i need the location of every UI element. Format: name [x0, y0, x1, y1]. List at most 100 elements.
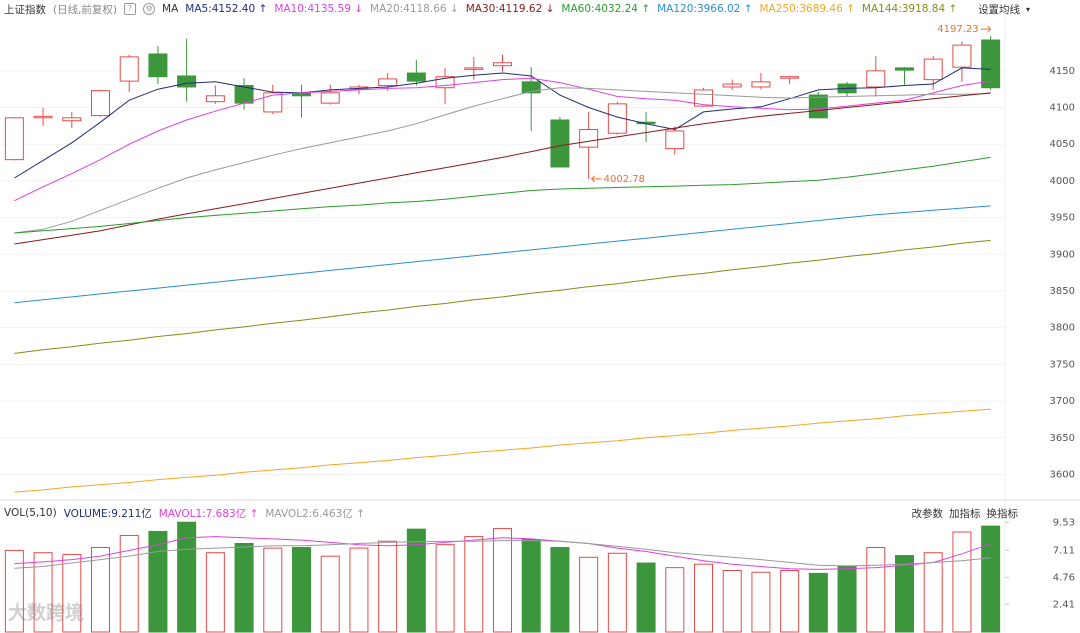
volume-bar [148, 530, 168, 633]
candle-body [148, 53, 168, 78]
volume-bar [636, 562, 656, 633]
legend-entry: MA30:4119.62 ↓ [465, 3, 555, 15]
candle-body [177, 75, 197, 88]
max-arrow [980, 25, 992, 33]
candle-body [62, 117, 82, 122]
indicator-name: MA [162, 3, 179, 15]
volume-bar [722, 570, 742, 633]
volume-bar [320, 555, 340, 633]
y-tick-label: 4100 [1050, 103, 1075, 114]
candle-body [119, 56, 139, 82]
watermark: 大数跨境 [8, 602, 85, 624]
volume-bar [751, 571, 771, 633]
volume-bar [837, 565, 857, 633]
volume-header: VOL(5,10) VOLUME:9.211亿 MAVOL1:7.683亿 ↑ MA… [4, 505, 365, 521]
y-tick-label: 4000 [1050, 176, 1075, 187]
dropdown-caret: ▾ [1025, 4, 1030, 14]
volume-bar [349, 547, 369, 633]
ma-line [14, 87, 991, 234]
candle-body [521, 81, 541, 94]
help-icon[interactable]: ? [124, 3, 137, 15]
candle-body [780, 76, 800, 79]
y-tick-label: 9.53 [1053, 517, 1075, 528]
indicator-button[interactable]: 改参数 [911, 507, 944, 520]
candle-body [607, 103, 627, 134]
candle-body [406, 72, 426, 82]
candle-body [981, 39, 1001, 89]
candle-body [722, 83, 742, 88]
ma-line [14, 205, 991, 304]
candle-body [866, 70, 886, 88]
volume-bar [4, 549, 24, 633]
min-arrow [590, 175, 602, 183]
volume-bar [263, 547, 283, 633]
max-label: 4197.23 [937, 24, 978, 35]
volume-bar [435, 544, 455, 633]
volume-bar [464, 536, 484, 633]
ma-settings[interactable]: 设置均线 ▾ [978, 1, 1030, 17]
y-tick-label: 3600 [1050, 469, 1075, 480]
volume-bar [33, 552, 53, 633]
ma-settings-label[interactable]: 设置均线 [977, 3, 1020, 16]
volume-buttons: 改参数 加指标 换指标 [912, 505, 1019, 521]
volume-bar [550, 547, 570, 633]
legend-entry: MA144:3918.84 ↑ [861, 3, 958, 15]
candle-body [751, 81, 771, 88]
volume-bar [895, 555, 914, 633]
legend-entry: MAVOL1:7.683亿 ↑ [158, 507, 259, 520]
y-tick-label: 3700 [1050, 396, 1075, 407]
candle-body [4, 117, 24, 161]
volume-bar [521, 538, 541, 633]
legend-entry: MA250:3689.46 ↑ [759, 3, 855, 15]
indicator-button[interactable]: 换指标 [986, 507, 1019, 520]
ma-line [14, 536, 991, 570]
candle-body [263, 92, 283, 113]
candle-body [378, 78, 398, 87]
settings-icon[interactable]: ⚙ [143, 3, 156, 15]
y-tick-label: 4050 [1050, 139, 1075, 150]
y-tick-label: 7.11 [1053, 545, 1075, 556]
candle-body [895, 67, 914, 71]
legend-entry: MAVOL2:6.463亿 ↑ [265, 507, 365, 520]
candle-body [550, 119, 570, 168]
indicator-button[interactable]: 加指标 [949, 507, 981, 520]
volume-bar [234, 543, 254, 633]
ma-line [14, 408, 991, 493]
candle-body [493, 62, 512, 67]
candle-body [320, 92, 340, 104]
volume-bar [378, 540, 398, 633]
y-tick-label: 4.76 [1053, 572, 1075, 583]
volume-bar [866, 547, 886, 633]
candle-body [205, 95, 225, 103]
ma-line [14, 77, 991, 202]
y-tick-label: 4150 [1050, 66, 1075, 77]
volume-bar [923, 552, 943, 633]
ma-line [14, 67, 991, 179]
y-tick-label: 3750 [1050, 359, 1075, 370]
volume-bar [62, 553, 82, 633]
legend-entry: MA10:4135.59 ↓ [274, 3, 364, 15]
volume-bar [607, 552, 627, 633]
volume-bar [406, 528, 426, 633]
y-tick-label: 3800 [1050, 323, 1075, 334]
legend-entry: VOLUME:9.211亿 [63, 507, 152, 520]
volume-bar [205, 552, 225, 633]
candle-body [579, 129, 599, 148]
legend-entry: MA120:3966.02 ↑ [657, 3, 753, 15]
candle-body [464, 67, 484, 70]
candle-body [952, 44, 972, 68]
volume-bar [952, 531, 972, 633]
volume-bar [780, 570, 800, 633]
volume-bar [493, 528, 512, 633]
min-label: 4002.78 [604, 174, 645, 185]
candle-body [435, 76, 455, 89]
legend-entry: MA5:4152.40 ↑ [185, 3, 268, 15]
y-tick-label: 3900 [1050, 249, 1075, 260]
ma-line [14, 239, 991, 354]
chart-subtitle: (日线,前复权) [53, 3, 118, 16]
y-tick-label: 3650 [1050, 433, 1075, 444]
candle-body [91, 90, 110, 117]
candle-body [665, 130, 685, 150]
